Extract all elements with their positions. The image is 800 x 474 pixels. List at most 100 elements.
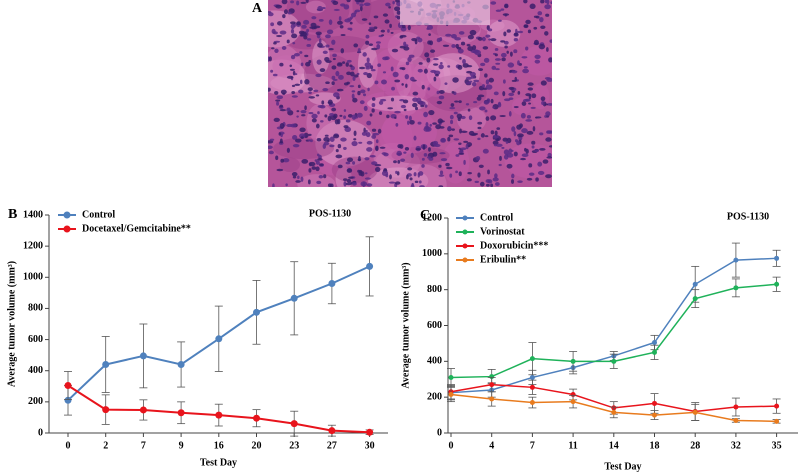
y-tick-label: 1400 [23,209,43,220]
nucleus [490,183,494,187]
x-tick-label: 28 [690,440,700,451]
nucleus [353,130,357,137]
nucleus [490,38,497,42]
nucleus [447,126,452,131]
nucleus [322,50,328,54]
nucleus [508,86,515,90]
data-point [489,396,495,402]
nucleus [507,62,515,68]
nucleus [545,137,552,142]
nucleus [438,64,444,70]
nucleus [421,164,425,168]
x-tick-label: 0 [66,440,71,451]
nucleus [280,158,285,163]
nucleus [502,137,508,142]
nucleus [457,64,463,70]
nucleus [404,73,410,80]
nucleus [465,76,472,80]
nucleus [395,170,398,175]
nucleus [495,9,502,12]
nucleus [353,43,359,48]
nucleus [467,171,472,175]
nucleus [511,70,518,74]
nucleus [513,32,519,37]
nucleus [544,31,549,36]
nucleus [508,111,512,117]
nucleus [335,70,340,77]
tissue-pale [400,0,490,25]
nucleus [494,173,498,179]
legend-marker [462,215,468,221]
nucleus [359,66,366,70]
nucleus [271,47,275,50]
nucleus [495,143,503,147]
nucleus [432,151,438,157]
nucleus [359,5,363,12]
nucleus [356,72,360,75]
nucleus [366,120,372,126]
nucleus [325,34,331,39]
nucleus [346,0,351,3]
nucleus [503,149,510,155]
nucleus [419,185,425,187]
y-axis-label: Average tumor volume (mm³) [400,262,411,388]
nucleus [537,11,543,16]
nucleus [477,137,481,141]
nucleus [375,145,379,152]
nucleus [468,115,473,121]
nucleus [513,49,518,54]
nucleus [286,39,290,44]
nucleus [506,152,514,158]
nucleus [319,163,324,167]
nucleus [357,84,361,89]
nucleus [276,168,284,172]
nucleus [337,164,343,169]
nucleus [546,0,550,5]
nucleus [451,34,457,39]
nucleus [276,34,283,38]
nucleus [462,58,466,65]
nucleus [295,180,301,183]
x-tick-label: 9 [179,440,184,451]
nucleus [365,131,371,138]
nucleus [436,90,440,95]
nucleus [332,0,339,6]
nucleus [357,48,361,53]
y-tick-label: 400 [427,356,442,367]
nucleus [490,1,497,5]
nucleus [523,66,528,69]
nucleus [374,166,381,172]
nucleus [466,44,471,47]
nucleus [534,149,539,153]
nucleus [373,15,379,19]
nucleus [498,163,502,167]
nucleus [455,170,458,174]
nucleus [381,34,385,37]
nucleus [388,6,391,9]
nucleus [427,87,431,91]
nucleus [481,36,486,42]
nucleus [343,146,347,150]
data-point [64,382,72,390]
nucleus [320,120,324,123]
nucleus [332,53,337,58]
nucleus [408,54,415,58]
nucleus [502,79,506,84]
nucleus [531,145,535,149]
nucleus [499,155,502,161]
nucleus [473,100,478,104]
nucleus [391,48,399,53]
legend-label: Control [82,209,115,220]
x-tick-label: 14 [609,440,619,451]
nucleus [423,111,429,118]
nucleus [440,138,446,143]
nucleus [476,96,482,101]
nucleus [418,180,422,184]
nucleus [279,62,284,67]
nucleus [477,68,484,71]
y-axis-label: Average tumor volume (mm³) [6,261,17,387]
nucleus [324,114,328,118]
nucleus [305,0,309,3]
nucleus [351,114,357,120]
nucleus [376,44,381,50]
